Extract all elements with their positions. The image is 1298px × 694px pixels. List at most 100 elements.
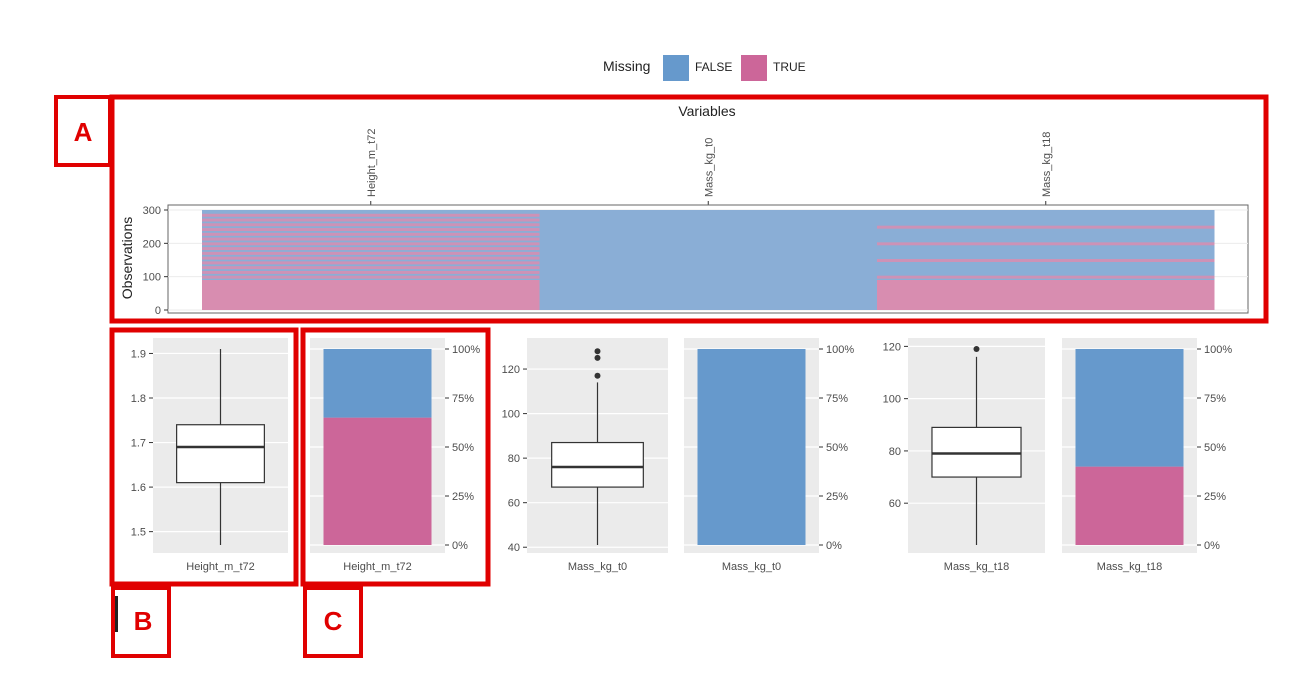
heatmap-missing-stripe [877,225,1215,229]
heatmap-missing-stripe [877,242,1215,246]
panel-y-tick-label: 0% [826,540,842,552]
box-outlier [594,348,601,355]
panel-y-tick-label: 40 [508,542,520,554]
heatmap-title: Variables [678,103,735,119]
bar-segment-false [323,349,432,418]
marker-box-a [109,94,1269,324]
heatmap-missing-stripe [877,259,1215,262]
panel-y-tick-label: 80 [508,453,520,465]
panel-y-tick-label: 100% [452,344,480,356]
heatmap-missing-stripe [202,213,540,217]
panel-y-tick-label: 50% [826,442,848,454]
panel-y-tick-label: 1.7 [131,438,146,450]
heatmap-missing-stripe [202,247,540,251]
panel-y-tick-label: 75% [826,393,848,405]
panel-y-tick-label: 120 [502,364,520,376]
box-outlier [594,372,601,379]
panel-y-tick-label: 100% [826,344,854,356]
marker-label-a: A [74,117,93,147]
heatmap-x-tick-label: Mass_kg_t18 [1041,132,1053,197]
heatmap-missing-block [202,280,540,310]
bar-segment-true [1075,466,1184,545]
heatmap-y-tick-label: 0 [155,305,161,317]
heatmap-missing-stripe [877,275,1215,279]
bar-segment-true [323,417,432,545]
marker-b-bar [115,596,118,632]
panel-y-tick-label: 1.8 [131,393,146,405]
box-iqr [931,426,1022,478]
marker-label-box-b [111,586,171,658]
marker-box-c [300,327,491,587]
panel-y-tick-label: 50% [452,442,474,454]
heatmap-missing-stripe [202,275,540,279]
panel-boxplot-Mass_kg_t0: Mass_kg_t0 40 60 80 100 120 [502,338,668,573]
panel-y-tick-label: 60 [508,498,520,510]
panel-y-tick-label: 100 [502,409,520,421]
panel-bar-Height_m_t72: Height_m_t72 0% 25% 50% 75% 100% [310,338,480,573]
marker-label-box-a [54,95,112,167]
panel-y-tick-label: 100% [1204,344,1232,356]
legend-label-true: TRUE [773,60,806,74]
heatmap-missing-stripe [202,237,540,241]
panel-y-tick-label: 1.6 [131,482,146,494]
small-multiple-panels: Height_m_t72 1.5 1.6 1.7 1.8 1.9 Height_m_t72 0… [131,338,1232,573]
panel-y-tick-label: 75% [452,393,474,405]
heatmap-y-title: Observations [119,217,135,299]
panel-y-tick-label: 0% [452,540,468,552]
heatmap-missing-stripe [202,261,540,265]
heatmap-x-tick-label: Mass_kg_t0 [703,138,715,197]
box-outlier [594,354,601,361]
heatmap-y-tick-label: 100 [143,272,161,284]
heatmap-x-labels: Height_m_t72 Mass_kg_t0 Mass_kg_t18 [366,129,1053,205]
panel-y-tick-label: 120 [883,341,901,353]
legend-label-false: FALSE [695,60,732,74]
legend-swatch-true [741,55,767,81]
heatmap-missing-stripe [202,228,540,232]
missingness-heatmap: Variables Height_m_t72 Mass_kg_t0 Mass_kg_… [119,103,1249,317]
marker-label-c: C [324,606,343,636]
panel-y-tick-label: 75% [1204,393,1226,405]
legend-title: Missing [603,58,650,74]
heatmap-x-tick-label: Height_m_t72 [366,129,378,198]
box-iqr [551,441,644,488]
heatmap-y-tick-label: 200 [143,238,161,250]
panel-y-tick-label: 50% [1204,442,1226,454]
heatmap-missing-stripe [202,270,540,274]
panel-y-tick-label: 100 [883,394,901,406]
panel-y-tick-label: 60 [889,498,901,510]
panel-bar-Mass_kg_t0: Mass_kg_t0 0% 25% 50% 75% 100% [684,338,854,573]
panel-x-label: Mass_kg_t18 [944,561,1009,573]
box-iqr [176,424,265,484]
heatmap-column-Mass_kg_t0 [539,210,877,310]
heatmap-missing-stripe [202,232,540,236]
marker-label-box-c [303,586,363,658]
panel-bar-Mass_kg_t18: Mass_kg_t18 0% 25% 50% 75% 100% [1062,338,1232,573]
heatmap-y-axis: 0 100 200 300 [143,205,168,317]
panel-boxplot-Mass_kg_t18: Mass_kg_t18 60 80 100 120 [883,338,1045,573]
panel-y-tick-label: 25% [826,491,848,503]
heatmap-missing-stripe [202,251,540,255]
heatmap-missing-stripe [202,223,540,227]
box-outlier [973,346,980,352]
panel-x-label: Mass_kg_t0 [568,561,627,573]
annotation-markers: A B C [54,94,1269,658]
legend-swatch-false [663,55,689,81]
heatmap-missing-stripe [202,242,540,246]
panel-x-label: Height_m_t72 [343,561,412,573]
panel-y-tick-label: 80 [889,446,901,458]
panel-x-label: Mass_kg_t18 [1097,561,1162,573]
legend: Missing FALSE TRUE [603,55,806,81]
marker-box-b [109,327,299,587]
panel-y-tick-label: 1.5 [131,527,146,539]
bar-segment-false [697,349,806,545]
panel-y-tick-label: 25% [452,491,474,503]
heatmap-missing-stripe [202,256,540,260]
panel-y-tick-label: 1.9 [131,348,146,360]
bar-segment-false [1075,349,1184,467]
heatmap-y-tick-label: 300 [143,205,161,217]
panel-x-label: Mass_kg_t0 [722,561,781,573]
panel-x-label: Height_m_t72 [186,561,255,573]
marker-label-b: B [134,606,153,636]
panel-boxplot-Height_m_t72: Height_m_t72 1.5 1.6 1.7 1.8 1.9 [131,338,288,573]
